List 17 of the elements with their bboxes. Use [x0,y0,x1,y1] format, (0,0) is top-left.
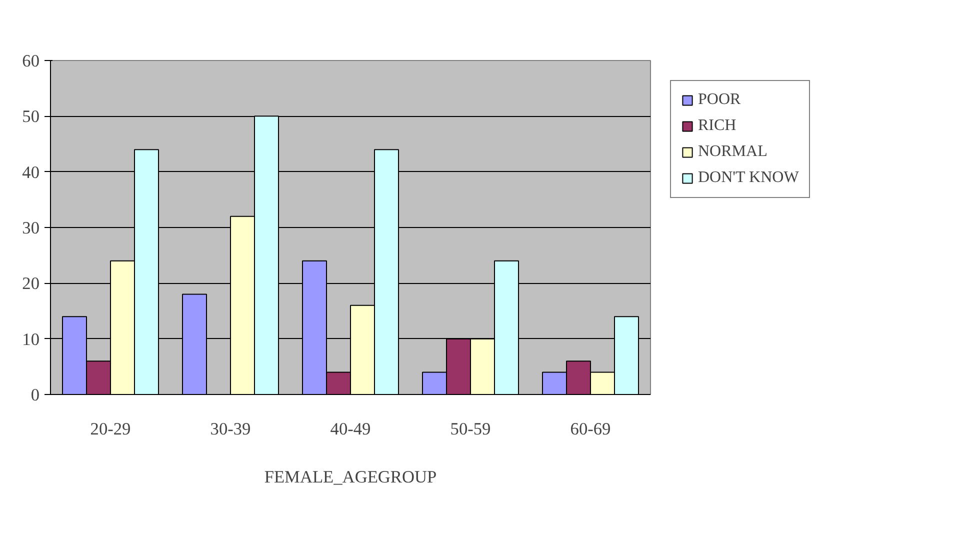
y-tick-label: 0 [30,386,40,404]
x-tick-label: 30-39 [210,420,251,438]
y-tick-label: 60 [22,52,40,70]
legend-label: RICH [698,117,736,135]
y-tick-label: 20 [22,274,40,294]
y-tick-label: 10 [22,330,40,349]
x-tick-label: 60-69 [570,420,611,438]
y-tick-label: 50 [22,107,40,126]
x-tick-label: 20-29 [90,420,131,438]
x-tick-label: 50-59 [450,420,491,438]
legend-label: NORMAL [698,143,768,161]
x-axis-title: FEMALE_AGEGROUP [264,468,437,486]
y-tick-label: 40 [22,162,40,182]
y-tick-label: 30 [22,218,40,238]
x-tick-label: 40-49 [330,420,371,438]
legend-label: POOR [698,91,741,109]
legend-label: DON'T KNOW [698,169,799,187]
